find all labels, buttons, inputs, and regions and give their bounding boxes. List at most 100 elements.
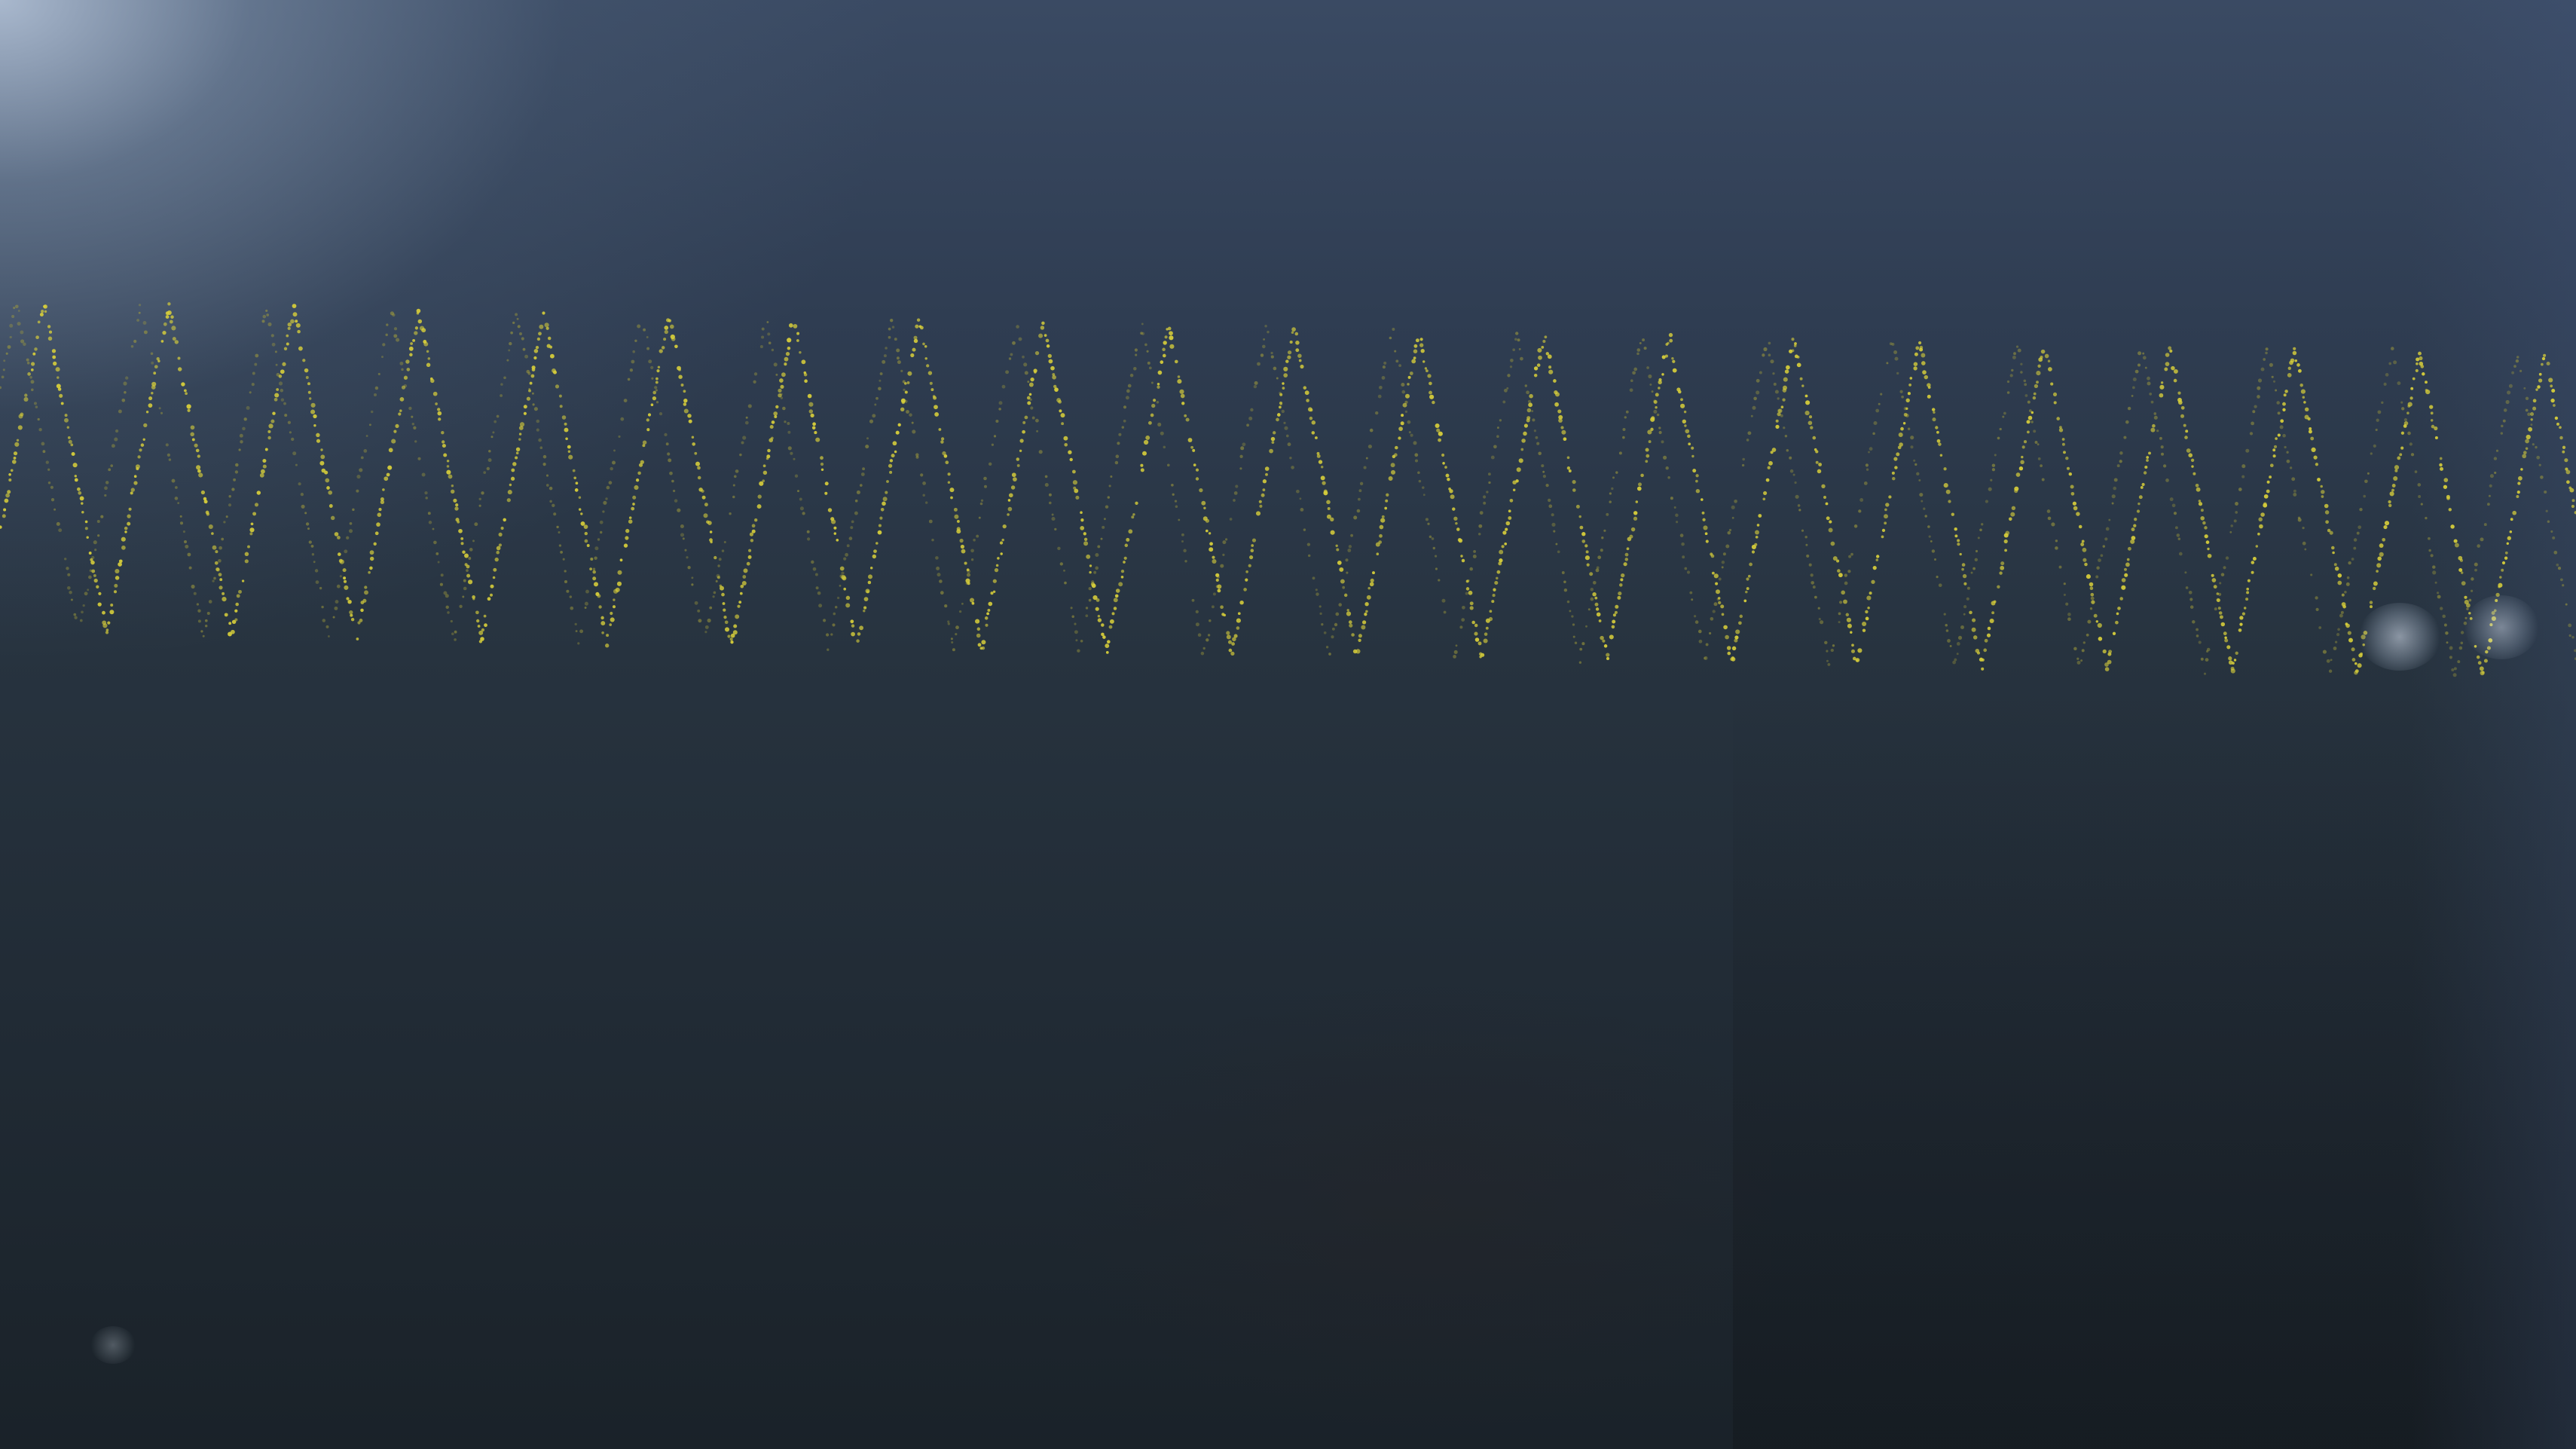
trace-dot xyxy=(1016,457,1020,461)
trace-dot xyxy=(1285,434,1289,438)
trace-dot xyxy=(2488,638,2493,643)
trace-dot xyxy=(125,376,129,380)
trace-dot xyxy=(174,497,179,500)
trace-dot xyxy=(2065,602,2069,606)
trace-dot xyxy=(2331,546,2335,550)
trace-dot xyxy=(2014,486,2019,491)
trace-dot xyxy=(408,406,412,411)
trace-dot xyxy=(1002,524,1007,529)
trace-dot xyxy=(68,439,72,444)
trace-dot xyxy=(2559,436,2563,440)
trace-dot xyxy=(454,638,457,641)
trace-dot xyxy=(1851,643,1854,647)
trace-dot xyxy=(987,608,991,612)
trace-dot xyxy=(1085,607,1089,610)
trace-dot xyxy=(165,443,169,447)
trace-dot xyxy=(1804,394,1808,398)
trace-dot xyxy=(1120,575,1124,579)
trace-dot xyxy=(632,503,635,506)
trace-dot xyxy=(503,518,506,522)
trace-dot xyxy=(2063,593,2066,596)
trace-dot xyxy=(564,422,567,426)
trace-dot xyxy=(464,553,469,558)
trace-dot xyxy=(30,388,34,392)
trace-dot xyxy=(1366,595,1371,600)
trace-dot xyxy=(2290,358,2295,363)
trace-dot xyxy=(559,405,563,408)
trace-dot xyxy=(998,408,1001,411)
trace-dot xyxy=(1265,472,1268,476)
trace-dot xyxy=(1394,453,1398,457)
trace-dot xyxy=(13,451,18,456)
trace-dot xyxy=(425,497,428,500)
trace-dot xyxy=(1089,570,1092,574)
trace-dot xyxy=(298,482,301,486)
trace-dot xyxy=(1509,365,1513,368)
trace-dot xyxy=(1398,426,1403,431)
trace-dot xyxy=(680,524,684,529)
trace-dot xyxy=(234,618,238,622)
trace-dot xyxy=(310,402,316,408)
trace-dot xyxy=(879,379,882,382)
trace-dot xyxy=(1832,556,1838,561)
trace-dot xyxy=(2299,383,2303,387)
trace-dot xyxy=(2503,408,2507,412)
trace-dot xyxy=(1548,498,1551,503)
trace-dot xyxy=(1618,592,1622,596)
trace-dot xyxy=(1664,354,1668,358)
trace-dot xyxy=(2571,504,2574,509)
trace-dot xyxy=(1374,411,1379,415)
trace-dot xyxy=(1502,530,1507,535)
trace-dot xyxy=(2491,616,2496,621)
trace-dot xyxy=(642,440,647,445)
trace-dot xyxy=(2442,614,2446,619)
trace-dot xyxy=(1192,448,1196,452)
trace-dot xyxy=(1828,527,1833,533)
trace-dot xyxy=(1531,410,1534,413)
trace-dot xyxy=(1810,573,1814,577)
trace-dot xyxy=(1985,500,1989,503)
trace-dot xyxy=(762,479,765,483)
trace-dot xyxy=(997,557,1000,560)
trace-dot xyxy=(652,390,657,395)
trace-dot xyxy=(724,620,729,625)
trace-dot xyxy=(48,330,53,334)
trace-dot xyxy=(510,476,515,481)
trace-dot xyxy=(981,640,986,645)
trace-dot xyxy=(988,601,993,607)
trace-dot xyxy=(1115,454,1120,458)
trace-dot xyxy=(531,365,536,370)
trace-dot xyxy=(799,506,804,511)
trace-dot xyxy=(1283,373,1288,378)
trace-dot xyxy=(994,567,999,573)
trace-dot xyxy=(2223,631,2227,636)
trace-dot xyxy=(2537,385,2541,389)
trace-dot xyxy=(96,520,100,523)
trace-dot xyxy=(2293,489,2296,493)
trace-dot xyxy=(2439,457,2443,460)
trace-dot xyxy=(168,458,172,461)
trace-dot xyxy=(356,489,359,493)
trace-dot xyxy=(437,561,440,564)
trace-dot xyxy=(433,540,437,545)
trace-dot xyxy=(365,435,368,437)
trace-dot xyxy=(235,463,239,467)
trace-dot xyxy=(2425,381,2428,384)
trace-dot xyxy=(2241,475,2245,478)
trace-dot xyxy=(1602,639,1606,643)
trace-dot xyxy=(190,432,194,437)
trace-dot xyxy=(1859,498,1864,502)
trace-dot xyxy=(1784,369,1789,374)
trace-dot xyxy=(839,584,842,587)
trace-dot xyxy=(2292,350,2297,356)
trace-dot xyxy=(1770,451,1774,454)
trace-dot xyxy=(165,315,170,319)
trace-dot xyxy=(1806,554,1810,558)
trace-dot xyxy=(2230,668,2235,674)
trace-dot xyxy=(1731,646,1737,651)
trace-dot xyxy=(1678,390,1682,394)
trace-dot xyxy=(271,342,276,347)
trace-dot xyxy=(1212,555,1215,559)
trace-dot xyxy=(1424,367,1428,370)
trace-dot xyxy=(1896,371,1899,375)
